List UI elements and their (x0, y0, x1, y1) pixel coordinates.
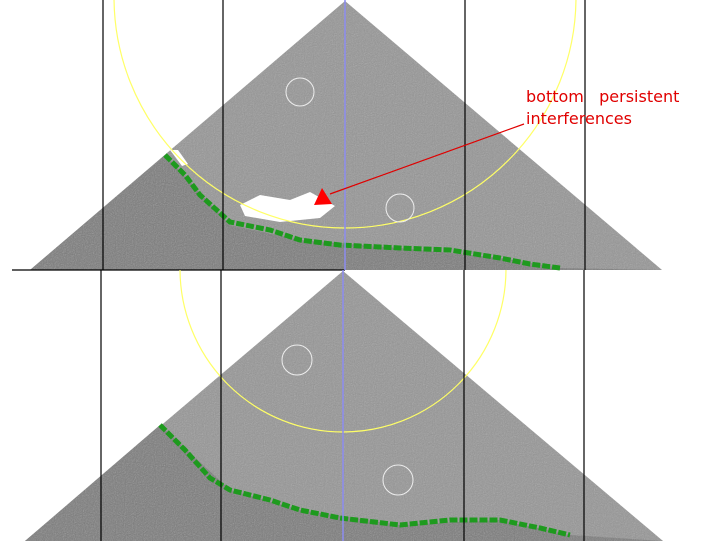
sub-bottom (25, 425, 663, 541)
arrow-head (314, 188, 332, 205)
bottom-line (163, 153, 561, 271)
top-panel (12, 0, 662, 271)
annotation-arrow (329, 123, 525, 195)
annotation-text: bottom persistent (526, 87, 679, 106)
target-circle (385, 193, 415, 223)
bottom-line (158, 423, 571, 538)
sub-bottom (30, 155, 662, 270)
target-circle (382, 464, 414, 496)
target-circle (285, 77, 315, 107)
annotation-text: interferences (526, 109, 632, 128)
interference (240, 192, 335, 222)
target-circle (281, 344, 313, 376)
bottom-panel (25, 270, 663, 541)
